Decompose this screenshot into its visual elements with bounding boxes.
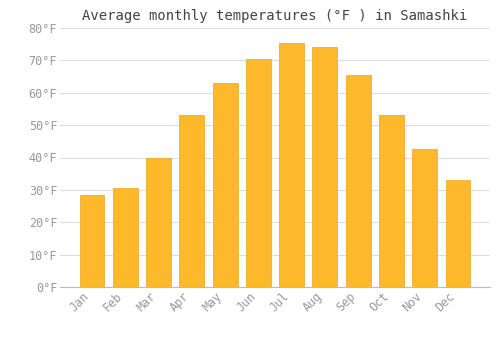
Bar xyxy=(80,195,104,287)
Bar xyxy=(146,158,171,287)
Bar xyxy=(279,43,304,287)
Bar xyxy=(180,116,204,287)
Bar xyxy=(113,188,138,287)
Title: Average monthly temperatures (°F ) in Samashki: Average monthly temperatures (°F ) in Sa… xyxy=(82,9,468,23)
Bar xyxy=(212,83,238,287)
Bar xyxy=(246,59,271,287)
Bar xyxy=(346,75,370,287)
Bar xyxy=(379,116,404,287)
Bar xyxy=(412,149,437,287)
Bar xyxy=(446,180,470,287)
Bar xyxy=(312,47,338,287)
